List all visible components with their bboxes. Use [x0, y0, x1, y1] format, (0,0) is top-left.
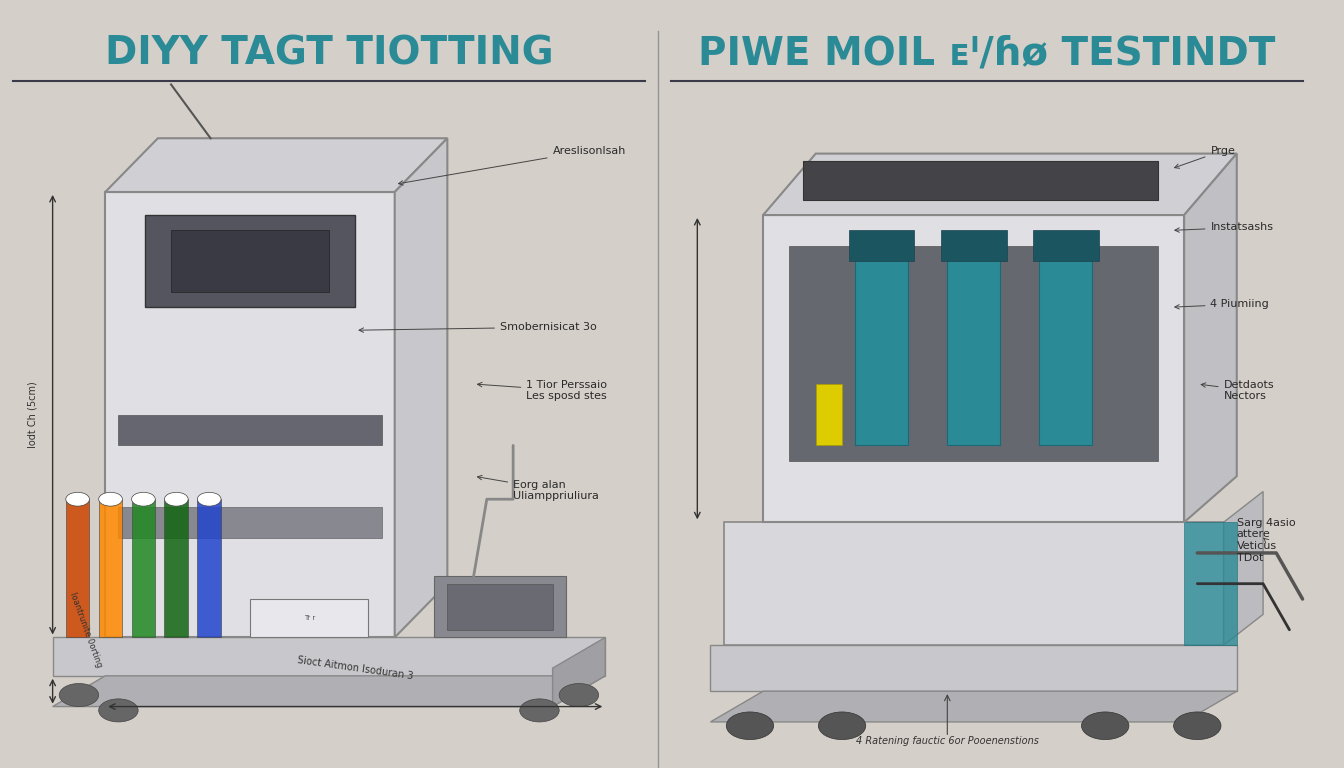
Text: 4 Ratening fauctic 6or Pooenenstions: 4 Ratening fauctic 6or Pooenenstions [856, 736, 1039, 746]
Polygon shape [132, 499, 156, 637]
Polygon shape [105, 192, 395, 637]
Circle shape [198, 492, 220, 506]
Polygon shape [52, 637, 605, 676]
Polygon shape [1039, 246, 1093, 445]
Text: Sioct Aitmon Isoduran 3: Sioct Aitmon Isoduran 3 [297, 655, 414, 681]
Polygon shape [66, 499, 90, 637]
Circle shape [132, 492, 156, 506]
Polygon shape [118, 415, 382, 445]
Polygon shape [250, 599, 368, 637]
Circle shape [1173, 712, 1220, 740]
Text: Iodt Ch (5cm): Iodt Ch (5cm) [28, 382, 38, 448]
Circle shape [66, 492, 90, 506]
Polygon shape [434, 576, 566, 637]
Text: Eorg alan
Uliamppriuliura: Eorg alan Uliamppriuliura [477, 475, 599, 502]
Text: PIWE MOIL ᴇᴵ/ɦø TESTINDT: PIWE MOIL ᴇᴵ/ɦø TESTINDT [698, 35, 1275, 73]
Text: DIYY TAGT TIOTTING: DIYY TAGT TIOTTING [105, 35, 554, 73]
Polygon shape [105, 138, 448, 192]
Polygon shape [395, 138, 448, 637]
Polygon shape [723, 522, 1223, 645]
Circle shape [520, 699, 559, 722]
Polygon shape [145, 215, 355, 307]
Polygon shape [118, 507, 382, 538]
Polygon shape [448, 584, 552, 630]
Text: Sarg 4asio
attere
Veticus
TDot: Sarg 4asio attere Veticus TDot [1236, 518, 1296, 563]
Circle shape [818, 712, 866, 740]
Polygon shape [855, 246, 907, 445]
Circle shape [98, 492, 122, 506]
Circle shape [559, 684, 598, 707]
Text: Areslisonlsah: Areslisonlsah [399, 146, 626, 185]
Text: 1 Tior Perssaio
Les sposd stes: 1 Tior Perssaio Les sposd stes [477, 379, 607, 402]
Circle shape [98, 699, 138, 722]
Polygon shape [98, 499, 122, 637]
Text: 4 Piumiing: 4 Piumiing [1175, 300, 1269, 310]
Polygon shape [1032, 230, 1098, 261]
Text: Smobernisicat 3o: Smobernisicat 3o [359, 323, 597, 333]
Polygon shape [948, 246, 1000, 445]
Polygon shape [171, 230, 329, 292]
Text: Tr r: Tr r [304, 615, 314, 621]
Polygon shape [711, 691, 1236, 722]
Polygon shape [848, 230, 914, 261]
Polygon shape [164, 499, 188, 637]
Polygon shape [52, 676, 605, 707]
Text: Detdaots
Nectors: Detdaots Nectors [1202, 379, 1274, 402]
Text: Ioantrunite 0orting: Ioantrunite 0orting [67, 591, 103, 669]
Polygon shape [941, 230, 1007, 261]
Polygon shape [1223, 492, 1263, 645]
Polygon shape [789, 246, 1157, 461]
Circle shape [726, 712, 774, 740]
Circle shape [164, 492, 188, 506]
Text: Prge: Prge [1175, 146, 1235, 168]
Polygon shape [763, 154, 1236, 215]
Polygon shape [711, 645, 1236, 691]
Text: Instatsashs: Instatsashs [1175, 223, 1274, 233]
Polygon shape [198, 499, 220, 637]
Polygon shape [552, 637, 605, 707]
Polygon shape [763, 215, 1184, 522]
Polygon shape [816, 384, 843, 445]
Polygon shape [1184, 522, 1236, 645]
Polygon shape [802, 161, 1157, 200]
Polygon shape [1184, 154, 1236, 522]
Circle shape [1082, 712, 1129, 740]
Circle shape [59, 684, 98, 707]
